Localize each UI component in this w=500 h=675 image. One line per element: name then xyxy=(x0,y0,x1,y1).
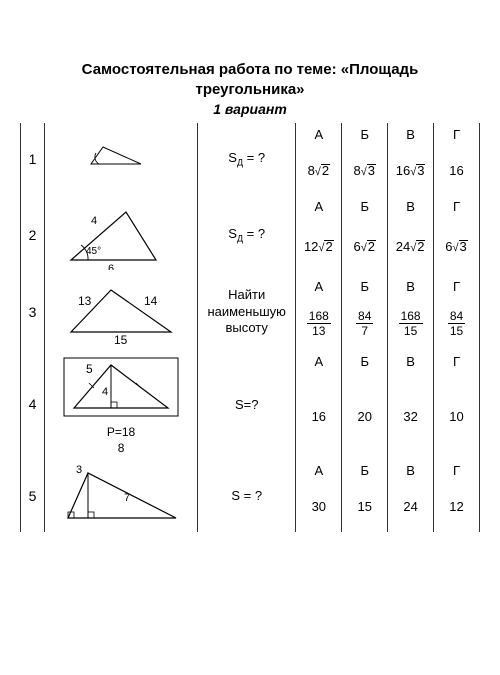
question-cell: Найти наименьшую высоту xyxy=(198,275,296,349)
problems-table: 1 SД = ? А Б В Г 8√2 8√3 16√3 16 2 4 45°… xyxy=(20,123,480,532)
row-num: 5 xyxy=(21,459,45,532)
question-text: SД = ? xyxy=(228,150,265,165)
answer-cell: 20 xyxy=(342,375,388,459)
header-b: Б xyxy=(342,123,388,145)
variant-label: 1 вариант xyxy=(20,101,480,117)
triangle-icon: 3 7 xyxy=(56,463,186,528)
header-a: А xyxy=(296,123,342,145)
header-b: Б xyxy=(342,459,388,481)
fig-label: 7 xyxy=(124,492,130,504)
header-v: В xyxy=(388,275,434,297)
question-cell: SД = ? xyxy=(198,123,296,195)
title-line1: Самостоятельная работа по теме: «Площадь xyxy=(82,61,419,78)
answer-cell: 16815 xyxy=(388,297,434,349)
fig-label: 4 xyxy=(102,386,108,398)
fig-label: 6 xyxy=(108,263,114,270)
figure-cell: 3 7 xyxy=(45,459,198,532)
header-v: В xyxy=(388,349,434,375)
fig-label: 4 xyxy=(91,215,97,227)
header-v: В xyxy=(388,459,434,481)
answer-cell: 16 xyxy=(296,375,342,459)
row-num: 4 xyxy=(21,349,45,459)
answer-cell: 8√2 xyxy=(296,145,342,195)
worksheet-title: Самостоятельная работа по теме: «Площадь… xyxy=(20,60,480,99)
answer-cell: 847 xyxy=(342,297,388,349)
question-cell: S=? xyxy=(198,349,296,459)
answer-cell: 24 xyxy=(388,481,434,532)
q-line: Найти xyxy=(228,287,265,302)
fig-label: 14 xyxy=(144,294,158,308)
row-num: 3 xyxy=(21,275,45,349)
figure-cell: 5 4 P=18 8 xyxy=(45,349,198,459)
fig-label: 13 xyxy=(78,294,92,308)
header-a: А xyxy=(296,275,342,297)
figure-cell: 4 45° 6 xyxy=(45,195,198,275)
answer-cell: 8√3 xyxy=(342,145,388,195)
answer-cell: 16813 xyxy=(296,297,342,349)
answer-cell: 16 xyxy=(434,145,480,195)
header-g: Г xyxy=(434,123,480,145)
header-a: А xyxy=(296,195,342,217)
question-cell: SД = ? xyxy=(198,195,296,275)
row-num: 2 xyxy=(21,195,45,275)
header-a: А xyxy=(296,349,342,375)
answer-cell: 12√2 xyxy=(296,217,342,275)
fig-label: 5 xyxy=(86,362,93,376)
header-g: Г xyxy=(434,459,480,481)
answer-cell: 8415 xyxy=(434,297,480,349)
row-num: 1 xyxy=(21,123,45,195)
fig-caption: P=18 xyxy=(49,425,193,439)
header-g: Г xyxy=(434,195,480,217)
header-b: Б xyxy=(342,195,388,217)
fig-caption: 8 xyxy=(49,441,193,455)
answer-cell: 15 xyxy=(342,481,388,532)
q-line: высоту xyxy=(225,320,267,335)
q-line: наименьшую xyxy=(207,304,285,319)
header-g: Г xyxy=(434,275,480,297)
triangle-icon: 13 14 15 xyxy=(56,280,186,345)
title-line2: треугольника» xyxy=(195,81,304,98)
header-v: В xyxy=(388,195,434,217)
header-v: В xyxy=(388,123,434,145)
answer-cell: 30 xyxy=(296,481,342,532)
answer-cell: 24√2 xyxy=(388,217,434,275)
question-text: SД = ? xyxy=(228,226,265,241)
header-a: А xyxy=(296,459,342,481)
triangle-icon: 4 45° 6 xyxy=(56,200,186,270)
answer-cell: 32 xyxy=(388,375,434,459)
fig-label: 3 xyxy=(76,464,82,476)
figure-cell xyxy=(45,123,198,195)
answer-cell: 16√3 xyxy=(388,145,434,195)
fig-label: 15 xyxy=(114,333,128,345)
answer-cell: 10 xyxy=(434,375,480,459)
question-cell: S = ? xyxy=(198,459,296,532)
header-b: Б xyxy=(342,275,388,297)
header-g: Г xyxy=(434,349,480,375)
triangle-icon: 5 4 xyxy=(56,353,186,423)
answer-cell: 12 xyxy=(434,481,480,532)
answer-cell: 6√3 xyxy=(434,217,480,275)
figure-cell: 13 14 15 xyxy=(45,275,198,349)
answer-cell: 6√2 xyxy=(342,217,388,275)
triangle-icon xyxy=(81,139,161,179)
fig-label: 45° xyxy=(86,246,101,257)
header-b: Б xyxy=(342,349,388,375)
